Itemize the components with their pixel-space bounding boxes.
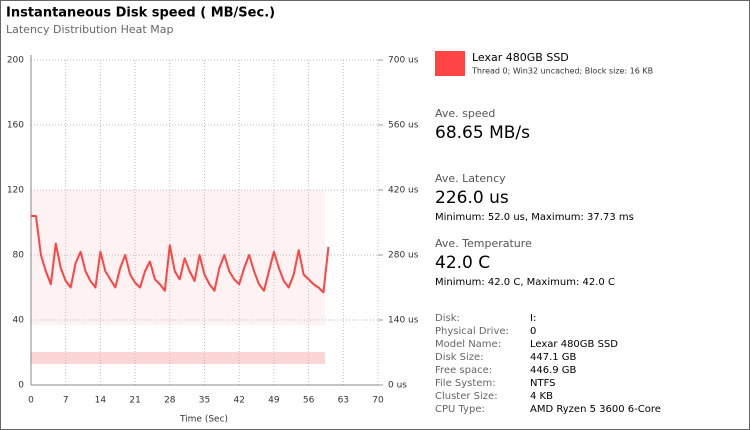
info-value: 4 KB (530, 391, 553, 402)
stat-label: Ave. Latency (435, 172, 506, 185)
stat-value: 68.65 MB/s (435, 123, 530, 143)
x-tick-label: 7 (63, 396, 69, 406)
info-label: Free space: (435, 365, 492, 376)
stat-detail: Minimum: 42.0 C, Maximum: 42.0 C (435, 277, 615, 288)
info-label: Disk: (435, 313, 460, 324)
x-tick-label: 14 (95, 396, 107, 406)
y2-tick-label: 700 us (388, 56, 419, 66)
y-tick-label: 80 (13, 251, 25, 261)
y-tick-label: 40 (13, 316, 25, 326)
info-label: File System: (435, 378, 496, 389)
x-tick-label: 49 (268, 396, 280, 406)
info-value: 447.1 GB (530, 352, 577, 363)
info-label: Physical Drive: (435, 326, 509, 337)
info-label: Disk Size: (435, 352, 484, 363)
x-axis-label: Time (Sec) (179, 415, 228, 425)
info-value: I: (530, 313, 536, 324)
info-label: CPU Type: (435, 404, 485, 415)
info-value: 0 (530, 326, 536, 337)
x-tick-label: 0 (28, 396, 34, 406)
info-value: 446.9 GB (530, 365, 577, 376)
info-label: Cluster Size: (435, 391, 498, 402)
stat-label: Ave. speed (435, 107, 495, 120)
y2-tick-label: 0 us (388, 381, 407, 391)
info-label: Model Name: (435, 339, 501, 350)
x-tick-label: 35 (199, 396, 210, 406)
info-value: AMD Ryzen 5 3600 6-Core (530, 404, 661, 415)
chart-title: Instantaneous Disk speed ( MB/Sec.) (6, 6, 275, 21)
y2-tick-label: 280 us (388, 251, 419, 261)
info-value: Lexar 480GB SSD (530, 339, 618, 350)
x-tick-label: 28 (164, 396, 176, 406)
legend-detail: Thread 0; Win32 uncached; Block size: 16… (471, 67, 653, 76)
x-tick-label: 70 (372, 396, 384, 406)
y-tick-label: 0 (18, 381, 24, 391)
series-line (31, 215, 330, 294)
x-tick-label: 56 (303, 396, 315, 406)
stat-label: Ave. Temperature (435, 237, 532, 250)
y-tick-label: 120 (7, 186, 24, 196)
stat-value: 226.0 us (435, 188, 509, 208)
heatmap-band (31, 352, 325, 364)
x-tick-label: 21 (129, 396, 140, 406)
legend-name: Lexar 480GB SSD (472, 51, 569, 64)
x-tick-label: 42 (233, 396, 244, 406)
stat-detail: Minimum: 52.0 us, Maximum: 37.73 ms (435, 212, 634, 223)
y-tick-label: 160 (7, 121, 24, 131)
chart-subtitle: Latency Distribution Heat Map (6, 23, 173, 36)
y2-tick-label: 140 us (388, 316, 419, 326)
heatmap-area (31, 190, 325, 325)
x-tick-label: 63 (338, 396, 349, 406)
y2-tick-label: 560 us (388, 121, 419, 131)
stat-value: 42.0 C (435, 253, 490, 273)
y2-tick-label: 420 us (388, 186, 419, 196)
info-value: NTFS (530, 378, 556, 389)
legend-swatch (435, 51, 465, 76)
y-tick-label: 200 (7, 56, 24, 66)
